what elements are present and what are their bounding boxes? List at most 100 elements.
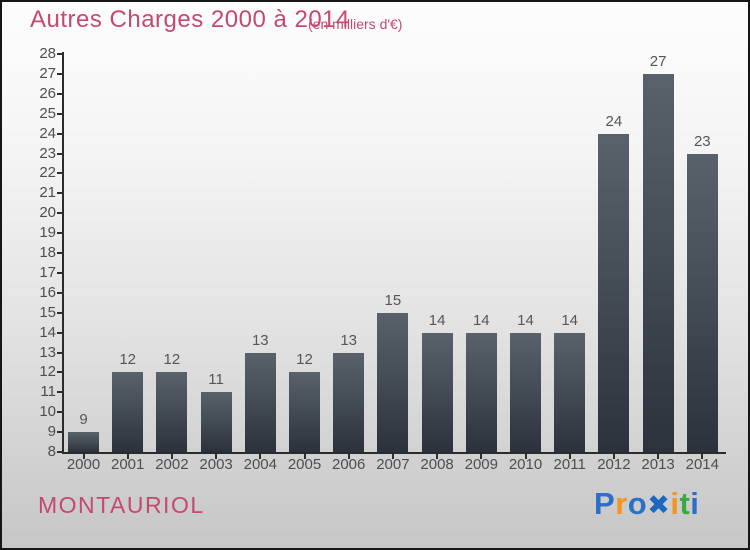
bar-2008 (421, 332, 453, 452)
x-tick-label-2011: 2011 (553, 456, 586, 473)
bar-2003 (200, 392, 232, 452)
x-tick-2003 (215, 454, 218, 459)
bar-value-label-2008: 14 (428, 311, 446, 329)
bar-2001 (112, 372, 144, 452)
x-axis-line (62, 452, 726, 454)
bar-value-label-2004: 13 (251, 331, 269, 349)
bar-value-label-2007: 15 (384, 291, 402, 309)
proxiti-letter-1: r (615, 486, 628, 521)
bar-value-label-2005: 12 (296, 351, 313, 369)
bar-value-label-2000: 9 (79, 411, 88, 429)
x-tick-label-2000: 2000 (66, 456, 101, 473)
y-tick-27 (57, 72, 64, 75)
bar-2012 (598, 133, 630, 452)
x-tick-label-2013: 2013 (641, 456, 675, 473)
x-tick-2000 (82, 454, 85, 459)
y-tick-label-23: 23 (39, 144, 56, 162)
bar-2005 (289, 372, 320, 452)
bar-2007 (377, 312, 409, 452)
y-tick-label-24: 24 (39, 124, 56, 142)
x-tick-2002 (170, 454, 173, 459)
y-tick-28 (57, 53, 64, 55)
proxiti-letter-4: i (670, 486, 680, 521)
y-tick-label-28: 28 (39, 45, 56, 62)
x-tick-label-2010: 2010 (508, 456, 543, 473)
bar-value-label-2003: 11 (208, 371, 224, 389)
y-tick-label-17: 17 (39, 263, 56, 281)
y-tick-12 (57, 371, 64, 374)
bar-2002 (156, 372, 188, 452)
bar-2013 (642, 73, 674, 452)
x-tick-2006 (347, 454, 350, 459)
x-tick-label-2009: 2009 (464, 456, 498, 473)
y-tick-label-8: 8 (47, 443, 56, 460)
y-tick-label-15: 15 (39, 303, 56, 321)
x-tick-2004 (259, 454, 262, 459)
bar-value-label-2012: 24 (605, 112, 623, 130)
x-tick-label-2014: 2014 (685, 456, 719, 473)
x-tick-2001 (126, 454, 129, 459)
y-tick-label-10: 10 (39, 403, 56, 421)
y-tick-22 (57, 172, 64, 175)
x-tick-2013 (657, 454, 660, 459)
x-tick-label-2004: 2004 (243, 456, 277, 473)
y-tick-24 (57, 132, 64, 135)
bar-value-label-2014: 23 (693, 132, 711, 150)
y-tick-21 (57, 192, 64, 195)
y-tick-23 (57, 152, 64, 155)
y-tick-label-11: 11 (40, 383, 56, 401)
y-tick-14 (57, 331, 64, 334)
y-tick-25 (57, 112, 64, 115)
x-tick-2011 (568, 454, 571, 459)
y-tick-13 (57, 351, 64, 354)
x-tick-2007 (391, 454, 394, 459)
proxiti-logo: Pro✖iti (594, 486, 699, 522)
chart-subtitle: (en milliers d'€) (308, 16, 403, 32)
x-tick-2005 (303, 454, 306, 459)
x-tick-label-2012: 2012 (597, 456, 631, 473)
y-tick-17 (57, 271, 64, 274)
proxiti-letter-6: i (690, 486, 700, 521)
y-tick-9 (57, 431, 64, 434)
bar-value-label-2009: 14 (472, 311, 490, 329)
bar-value-label-2013: 27 (649, 52, 667, 70)
x-tick-2008 (436, 454, 439, 459)
y-tick-label-16: 16 (39, 283, 56, 301)
y-tick-label-13: 13 (39, 343, 56, 361)
y-tick-20 (57, 212, 64, 215)
bar-2014 (686, 153, 718, 452)
y-tick-8 (57, 451, 64, 453)
x-tick-label-2006: 2006 (332, 456, 366, 473)
bar-value-label-2002: 12 (163, 351, 181, 369)
x-tick-2009 (480, 454, 483, 459)
x-tick-label-2003: 2003 (199, 456, 233, 473)
chart-title: Autres Charges 2000 à 2014 (30, 6, 350, 33)
bar-value-label-2006: 13 (340, 331, 358, 349)
y-tick-label-18: 18 (39, 244, 56, 261)
y-tick-label-12: 12 (39, 363, 56, 381)
x-tick-label-2001: 2001 (111, 456, 145, 473)
y-tick-19 (57, 232, 64, 235)
y-tick-26 (57, 92, 64, 95)
bar-2006 (333, 352, 365, 452)
proxiti-letter-0: P (594, 486, 616, 521)
bar-value-label-2010: 14 (517, 311, 534, 329)
proxiti-x-icon: ✖ (647, 490, 671, 521)
bar-value-label-2001: 12 (119, 351, 137, 369)
bar-2011 (554, 332, 586, 452)
y-tick-label-19: 19 (39, 224, 56, 242)
y-tick-10 (57, 411, 64, 414)
y-tick-label-14: 14 (39, 323, 56, 341)
y-tick-label-9: 9 (47, 423, 56, 441)
x-tick-label-2008: 2008 (420, 456, 454, 473)
bar-2009 (465, 332, 497, 452)
y-tick-label-25: 25 (39, 104, 56, 122)
y-tick-18 (57, 252, 64, 254)
y-tick-label-20: 20 (39, 204, 56, 222)
bar-2004 (244, 352, 276, 452)
y-tick-label-21: 21 (39, 184, 56, 202)
x-tick-label-2007: 2007 (376, 456, 410, 473)
x-tick-2012 (612, 454, 615, 459)
y-tick-label-26: 26 (39, 84, 56, 102)
